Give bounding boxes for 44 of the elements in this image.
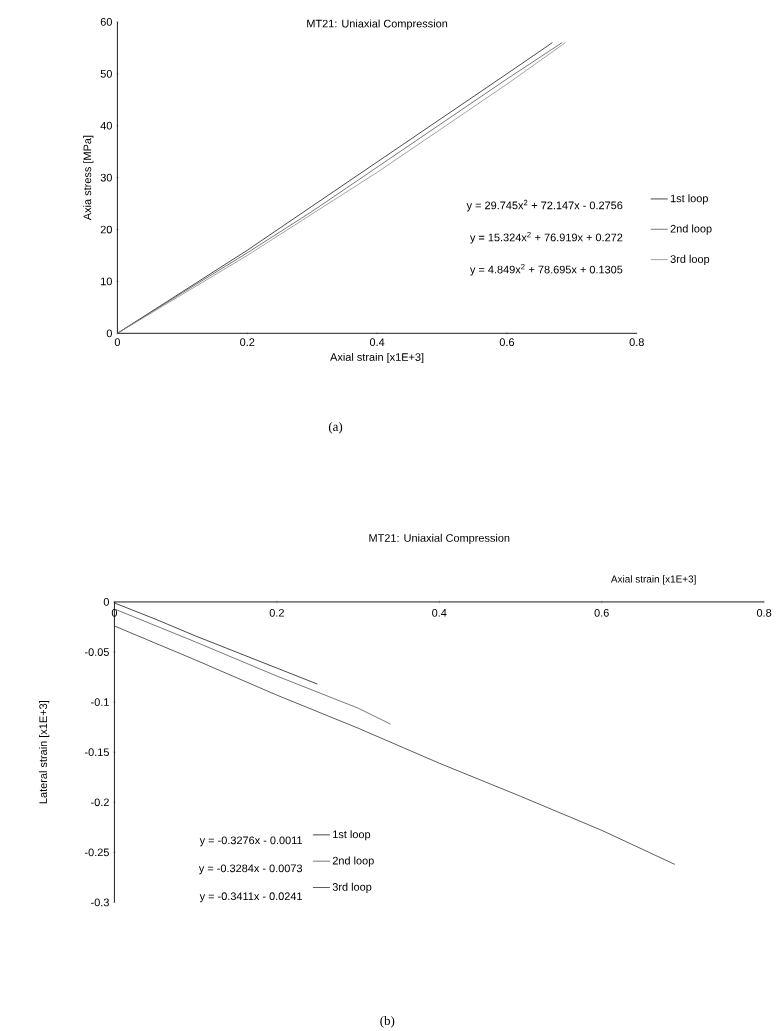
line-series (114, 625, 676, 865)
y-tick-label: 20 (100, 225, 112, 234)
y-tick-label: -0.2 (91, 798, 109, 807)
x-tick-label: 0.4 (432, 608, 447, 617)
legend-label: 2nd loop (332, 856, 374, 867)
annotation: y = -0.3411x - 0.0241 (199, 892, 302, 903)
annotation: y = 4.849x$^{2}$ + 78.695x + 0.1305 (469, 263, 623, 276)
y-tick-label: -0.3 (91, 898, 109, 907)
y-tick-label: 10 (101, 277, 112, 286)
y-tick-label: 40 (100, 121, 112, 130)
x-axis-title: Axial strain [x1E+3] (330, 352, 424, 364)
annotation: y = 29.745x$^{2}$ + 72.147x - 0.2756 (466, 199, 623, 212)
x-tick-label: 0.2 (269, 608, 284, 617)
x-tick-label: 0.8 (756, 608, 772, 617)
chart-title: MT21: Uniaxial Compression (307, 19, 448, 30)
y-tick-label: -0.15 (84, 748, 109, 757)
text: (b) (380, 1015, 395, 1028)
legend-label: 1st loop (670, 194, 708, 205)
y-tick-label: 30 (100, 173, 112, 182)
x-tick-label: 0.6 (499, 338, 515, 347)
y-tick-label: 50 (100, 69, 112, 78)
x-tick-label: 0 (114, 338, 120, 347)
y-tick-label: 60 (100, 18, 112, 26)
y-tick-label: 0 (103, 598, 109, 606)
annotation: y = -0.3276x - 0.0011 (199, 836, 303, 847)
y-tick-label: 0 (106, 329, 112, 338)
legend-label: 2nd loop (670, 224, 712, 235)
y-tick-label: -0.25 (84, 848, 109, 857)
legend-label: 3rd loop (670, 254, 710, 266)
annotation: y = 15.324x$^{2}$ + 76.919x + 0.272 (469, 231, 623, 244)
legend-label: 1st loop (333, 830, 371, 841)
y-axis-title: Axia stress [MPa] (83, 135, 94, 221)
y-axis-title: Lateral strain [x1E+3] (39, 701, 50, 804)
x-tick-label: 0.6 (594, 608, 609, 617)
y-tick-label: -0.1 (91, 698, 109, 706)
legend-label: 3rd loop (332, 882, 372, 893)
x-axis-title: Axial strain [x1E+3] (610, 575, 696, 585)
y-tick-label: -0.05 (84, 648, 109, 656)
chart-title: MT21: Uniaxial Compression (369, 533, 510, 545)
x-tick-label: 0.8 (629, 338, 644, 347)
x-tick-label: 0.4 (369, 338, 385, 347)
annotation: y = -0.3284x - 0.0073 (198, 864, 303, 875)
text: (a) (328, 421, 343, 434)
x-tick-label: 0.2 (240, 338, 255, 347)
